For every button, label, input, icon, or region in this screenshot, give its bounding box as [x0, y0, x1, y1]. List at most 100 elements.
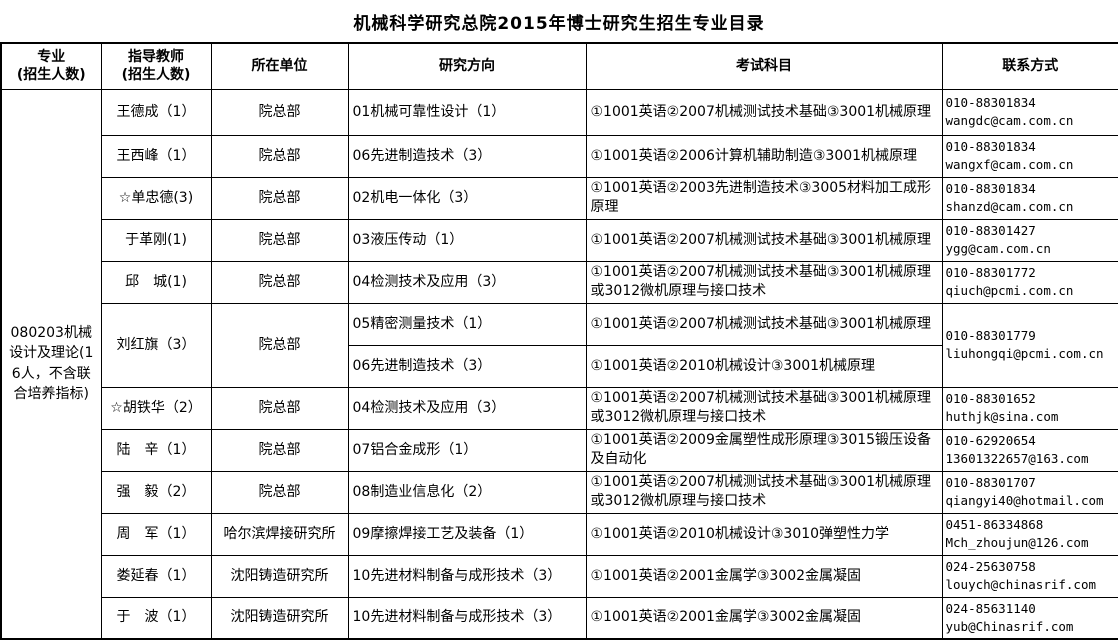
table-row: 娄延春（1） 沈阳铸造研究所 10先进材料制备与成形技术（3） ①1001英语②… [1, 554, 1118, 598]
header-row: 专业 (招生人数) 指导教师 (招生人数) 所在单位 研究方向 考试科目 联系方… [0, 42, 1118, 90]
contact-email: shanzd@cam.com.cn [945, 199, 1074, 214]
table-row: 于革刚(1) 院总部 03液压传动（1） ①1001英语②2007机械测试技术基… [1, 218, 1118, 262]
contact-email: qiangyi40@hotmail.com [945, 493, 1104, 508]
contact-cell: 024-25630758 louych@chinasrif.com [941, 554, 1118, 598]
contact-email: yub@Chinasrif.com [945, 618, 1074, 634]
subjects-cell: ①1001英语②2003先进制造技术③3005材料加工成形原理 [585, 176, 943, 220]
advisor-cell: 陆 辛（1） [100, 428, 212, 472]
advisor-cell: 邱 城(1) [100, 260, 212, 304]
table-row: 强 毅（2） 院总部 08制造业信息化（2） ①1001英语②2007机械测试技… [1, 470, 1118, 514]
contact-email: wangxf@cam.com.cn [945, 157, 1074, 172]
unit-cell: 院总部 [210, 176, 349, 220]
page-title: 机械科学研究总院2015年博士研究生招生专业目录 [353, 13, 765, 34]
unit-cell: 哈尔滨焊接研究所 [210, 512, 349, 556]
unit-cell: 沈阳铸造研究所 [210, 596, 349, 640]
direction-cell: 05精密测量技术（1） [347, 302, 587, 346]
subjects-cell: ①1001英语②2010机械设计③3001机械原理 [585, 344, 943, 388]
enrollment-catalog-table: 专业 (招生人数) 指导教师 (招生人数) 所在单位 研究方向 考试科目 联系方… [0, 42, 1118, 640]
contact-phone: 010-88301834 [945, 180, 1036, 196]
subjects-cell: ①1001英语②2007机械测试技术基础③3001机械原理或3012微机原理与接… [585, 260, 943, 304]
table-row: 王西峰（1） 院总部 06先进制造技术（3） ①1001英语②2006计算机辅助… [1, 134, 1118, 178]
table-row: 06先进制造技术（3） ①1001英语②2010机械设计③3001机械原理 [1, 344, 1118, 388]
subjects-cell: ①1001英语②2007机械测试技术基础③3001机械原理 [585, 218, 943, 262]
contact-phone: 024-85631140 [945, 600, 1036, 616]
direction-cell: 04检测技术及应用（3） [347, 260, 587, 304]
contact-phone: 010-88301834 [945, 94, 1036, 110]
contact-phone: 010-88301707 [945, 474, 1036, 490]
contact-email: qiuch@pcmi.com.cn [945, 283, 1074, 298]
direction-cell: 09摩擦焊接工艺及装备（1） [347, 512, 587, 556]
direction-cell: 02机电一体化（3） [347, 176, 587, 220]
advisor-cell: 王德成（1） [100, 88, 212, 136]
col-header-advisor: 指导教师 (招生人数) [100, 42, 212, 90]
advisor-cell: 于 波（1） [100, 596, 212, 640]
contact-cell: 010-88301834 wangxf@cam.com.cn [941, 134, 1118, 178]
subjects-cell: ①1001英语②2001金属学③3002金属凝固 [585, 596, 943, 640]
table-row: 刘红旗（3） 院总部 05精密测量技术（1） ①1001英语②2007机械测试技… [1, 302, 1118, 388]
contact-cell: 010-88301834 shanzd@cam.com.cn [941, 176, 1118, 220]
contact-phone: 010-62920654 [945, 432, 1036, 448]
contact-cell: 010-88301772 qiuch@pcmi.com.cn [941, 260, 1118, 304]
contact-phone: 024-25630758 [945, 558, 1036, 574]
contact-cell: 010-88301652 huthjk@sina.com [941, 386, 1118, 430]
direction-cell: 08制造业信息化（2） [347, 470, 587, 514]
subjects-cell: ①1001英语②2010机械设计③3010弹塑性力学 [585, 512, 943, 556]
contact-cell: 024-85631140 yub@Chinasrif.com [941, 596, 1118, 640]
col-header-contact: 联系方式 [941, 42, 1118, 90]
advisor-cell: 刘红旗（3） [100, 302, 212, 388]
major-cell: 080203机械设计及理论(16人，不含联合培养指标) [0, 88, 102, 640]
contact-phone: 0451-86334868 [945, 516, 1044, 532]
direction-cell: 06先进制造技术（3） [347, 344, 587, 388]
table-row: ☆单忠德(3) 院总部 02机电一体化（3） ①1001英语②2003先进制造技… [1, 176, 1118, 220]
table-row: 080203机械设计及理论(16人，不含联合培养指标) 王德成（1） 院总部 0… [0, 88, 1118, 640]
advisor-cell: ☆单忠德(3) [100, 176, 212, 220]
contact-email: 13601322657@163.com [945, 451, 1089, 466]
col-header-major: 专业 (招生人数) [0, 42, 102, 90]
advisor-cell: 王西峰（1） [100, 134, 212, 178]
contact-email: Mch_zhoujun@126.com [945, 535, 1089, 550]
contact-cell: 010-88301834 wangdc@cam.com.cn [941, 88, 1118, 136]
contact-email: liuhongqi@pcmi.com.cn [945, 346, 1104, 361]
unit-cell: 院总部 [210, 428, 349, 472]
direction-cell: 01机械可靠性设计（1） [347, 88, 587, 136]
advisor-cell: 娄延春（1） [100, 554, 212, 598]
direction-cell: 07铝合金成形（1） [347, 428, 587, 472]
unit-cell: 沈阳铸造研究所 [210, 554, 349, 598]
direction-cell: 10先进材料制备与成形技术（3） [347, 596, 587, 640]
subjects-cell: ①1001英语②2007机械测试技术基础③3001机械原理或3012微机原理与接… [585, 386, 943, 430]
contact-phone: 010-88301834 [945, 138, 1036, 154]
contact-cell: 010-88301427 ygg@cam.com.cn [941, 218, 1118, 262]
subjects-cell: ①1001英语②2007机械测试技术基础③3001机械原理 [585, 302, 943, 346]
contact-email: louych@chinasrif.com [945, 577, 1097, 592]
table-row: 陆 辛（1） 院总部 07铝合金成形（1） ①1001英语②2009金属塑性成形… [1, 428, 1118, 472]
contact-phone: 010-88301652 [945, 390, 1036, 406]
col-header-direction: 研究方向 [347, 42, 587, 90]
subjects-cell: ①1001英语②2006计算机辅助制造③3001机械原理 [585, 134, 943, 178]
advisor-cell: 于革刚(1) [100, 218, 212, 262]
table-row: ☆胡铁华（2） 院总部 04检测技术及应用（3） ①1001英语②2007机械测… [1, 386, 1118, 430]
advisor-cell: ☆胡铁华（2） [100, 386, 212, 430]
contact-phone: 010-88301427 [945, 222, 1036, 238]
subjects-cell: ①1001英语②2007机械测试技术基础③3001机械原理 [585, 88, 943, 136]
advisor-cell: 强 毅（2） [100, 470, 212, 514]
subjects-cell: ①1001英语②2007机械测试技术基础③3001机械原理或3012微机原理与接… [585, 470, 943, 514]
unit-cell: 院总部 [210, 386, 349, 430]
direction-cell: 10先进材料制备与成形技术（3） [347, 554, 587, 598]
contact-email: wangdc@cam.com.cn [945, 113, 1074, 128]
advisor-cell: 周 军（1） [100, 512, 212, 556]
table-row: 于 波（1） 沈阳铸造研究所 10先进材料制备与成形技术（3） ①1001英语②… [1, 596, 1118, 640]
contact-cell: 010-88301707 qiangyi40@hotmail.com [941, 470, 1118, 514]
unit-cell: 院总部 [210, 302, 349, 388]
contact-email: huthjk@sina.com [945, 409, 1059, 424]
contact-phone: 010-88301779 [945, 327, 1036, 343]
unit-cell: 院总部 [210, 88, 349, 136]
table-row: 周 军（1） 哈尔滨焊接研究所 09摩擦焊接工艺及装备（1） ①1001英语②2… [1, 512, 1118, 556]
direction-cell: 04检测技术及应用（3） [347, 386, 587, 430]
contact-cell: 010-88301779 liuhongqi@pcmi.com.cn [941, 302, 1118, 388]
contact-cell: 0451-86334868 Mch_zhoujun@126.com [941, 512, 1118, 556]
col-header-subjects: 考试科目 [585, 42, 943, 90]
col-header-unit: 所在单位 [210, 42, 349, 90]
unit-cell: 院总部 [210, 260, 349, 304]
unit-cell: 院总部 [210, 218, 349, 262]
